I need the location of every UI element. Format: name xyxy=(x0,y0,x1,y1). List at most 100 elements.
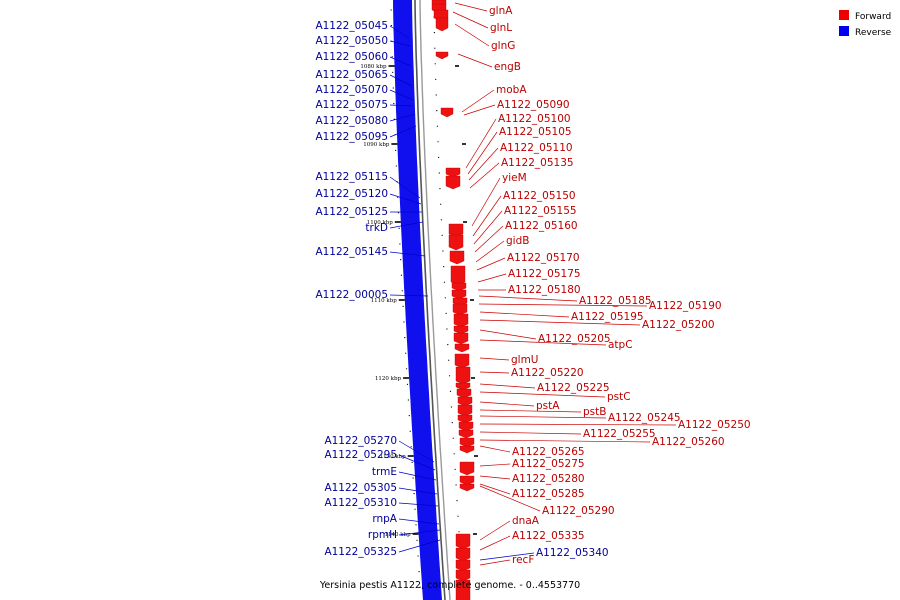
reverse-leader-line xyxy=(389,25,410,39)
forward-leader-line xyxy=(479,383,536,389)
scale-minor-dot xyxy=(434,47,436,49)
scale-minor-dot xyxy=(436,110,438,112)
forward-gene-feature xyxy=(454,343,470,353)
forward-gene-feature xyxy=(440,107,454,118)
forward-gene-label: A1122_05200 xyxy=(642,319,715,331)
forward-gene-label: gidB xyxy=(506,235,529,247)
forward-leader-line xyxy=(479,520,511,541)
reverse-gene-label: A1122_05070 xyxy=(315,84,388,96)
forward-gene-label: A1122_05265 xyxy=(512,446,585,458)
reverse-leader-line xyxy=(389,89,414,101)
forward-gene-feature xyxy=(458,421,474,432)
forward-leader-line xyxy=(479,339,607,346)
reverse-labels: A1122_05045 A1122_05050 A1122_05060 A1122_0… xyxy=(315,20,397,558)
reverse-gene-label: A1122_05325 xyxy=(324,546,397,558)
reverse-gene-label: A1122_05080 xyxy=(315,115,388,127)
scale-minor-dot xyxy=(440,219,443,221)
forward-gene-feature xyxy=(459,483,475,492)
scale-minor-dot xyxy=(416,539,418,542)
forward-label-lines xyxy=(452,2,677,566)
forward-leader-line xyxy=(479,439,651,443)
backbone-inner-line xyxy=(419,0,451,600)
scale-tick-label: 1110 kbp xyxy=(371,298,398,304)
forward-labels: glnA glnL glnG engB mobA A1122_05090 A1122_051… xyxy=(489,5,751,566)
scale-minor-dot xyxy=(458,531,460,533)
reverse-gene-label: trkD xyxy=(365,222,388,234)
reverse-strand-band xyxy=(393,0,442,600)
scale-minor-dot xyxy=(446,328,448,330)
forward-gene-feature xyxy=(435,51,449,60)
scale-minor-dot xyxy=(405,368,408,370)
reverse-leader-line xyxy=(389,193,422,205)
scale-minor-dot xyxy=(391,56,393,58)
forward-gene-label: glnA xyxy=(489,5,513,17)
scale-minor-dot xyxy=(453,453,455,455)
scale-minor-dot xyxy=(456,500,458,502)
reverse-gene-label: A1122_05050 xyxy=(315,35,388,47)
scale-minor-dot xyxy=(433,31,436,34)
forward-leader-line xyxy=(479,535,511,551)
scale-minor-dot xyxy=(442,250,444,252)
forward-leader-line xyxy=(479,552,535,561)
scale-minor-dot xyxy=(397,212,400,214)
scale-minor-dot xyxy=(398,227,400,229)
forward-gene-label: A1122_05190 xyxy=(649,300,722,312)
reverse-gene-label: A1122_05095 xyxy=(315,131,388,143)
scale-minor-dot xyxy=(417,555,419,557)
scale-minor-dot xyxy=(438,172,440,174)
scale-minor-dot xyxy=(435,94,437,96)
scale-tick-label: 1080 kbp xyxy=(360,64,387,70)
forward-gene-feature xyxy=(459,445,475,454)
forward-gene-feature xyxy=(453,332,469,345)
forward-gene-feature xyxy=(455,569,471,582)
forward-gene-label: A1122_05260 xyxy=(652,436,725,448)
forward-leader-line xyxy=(474,225,504,253)
scale-minor-dot xyxy=(437,141,439,143)
forward-gene-feature xyxy=(445,167,461,178)
forward-leader-line xyxy=(478,295,578,302)
forward-gene-feature xyxy=(458,429,474,439)
scale-minor-dot xyxy=(400,259,402,261)
reverse-leader-line xyxy=(398,440,435,463)
reverse-gene-label: A1122_00005 xyxy=(315,289,388,301)
forward-gene-label: A1122_05205 xyxy=(538,333,611,345)
forward-gene-feature xyxy=(457,414,473,424)
scale-minor-dot xyxy=(440,203,442,205)
reverse-gene-label: A1122_05115 xyxy=(315,171,388,183)
legend: Forward Reverse xyxy=(839,10,892,38)
scale-minor-dot xyxy=(400,274,403,276)
reverse-leader-line xyxy=(398,487,438,495)
forward-gene-feature xyxy=(454,353,470,369)
forward-gene-label: A1122_05335 xyxy=(512,530,585,542)
scale-minor-dot xyxy=(404,337,406,339)
scale-minor-dot xyxy=(443,281,446,283)
forward-gene-feature xyxy=(457,396,473,407)
forward-leader-line xyxy=(479,401,535,407)
forward-gene-label: A1122_05175 xyxy=(508,268,581,280)
scale-minor-dot xyxy=(415,524,417,526)
genome-backbone xyxy=(393,0,451,600)
forward-gene-feature xyxy=(451,289,467,300)
forward-gene-feature xyxy=(459,475,475,486)
reverse-gene-label: A1122_05065 xyxy=(315,69,388,81)
forward-gene-label: A1122_05280 xyxy=(512,473,585,485)
forward-gene-label: glmU xyxy=(511,354,539,366)
scale-minor-dot xyxy=(401,290,403,292)
reverse-gene-label: A1122_05125 xyxy=(315,206,388,218)
scale-minor-dot xyxy=(410,446,412,448)
scale-minor-dot xyxy=(448,359,450,361)
forward-gene-label: A1122_05245 xyxy=(608,412,681,424)
scale-minor-dot xyxy=(445,312,447,314)
scale-minor-dot xyxy=(451,422,453,424)
scale-minor-dot xyxy=(390,9,392,11)
forward-gene-label: A1122_05135 xyxy=(501,157,574,169)
forward-leader-line xyxy=(471,177,501,227)
forward-gene-label: pstC xyxy=(607,391,631,403)
forward-gene-label: glnL xyxy=(490,22,512,34)
scale-minor-dot xyxy=(438,156,440,158)
scale-minor-dot xyxy=(448,375,451,377)
scale-minor-dot xyxy=(395,149,397,151)
reverse-gene-label: A1122_05075 xyxy=(315,99,388,111)
forward-leader-line xyxy=(465,118,497,169)
forward-gene-label: A1122_05225 xyxy=(537,382,610,394)
